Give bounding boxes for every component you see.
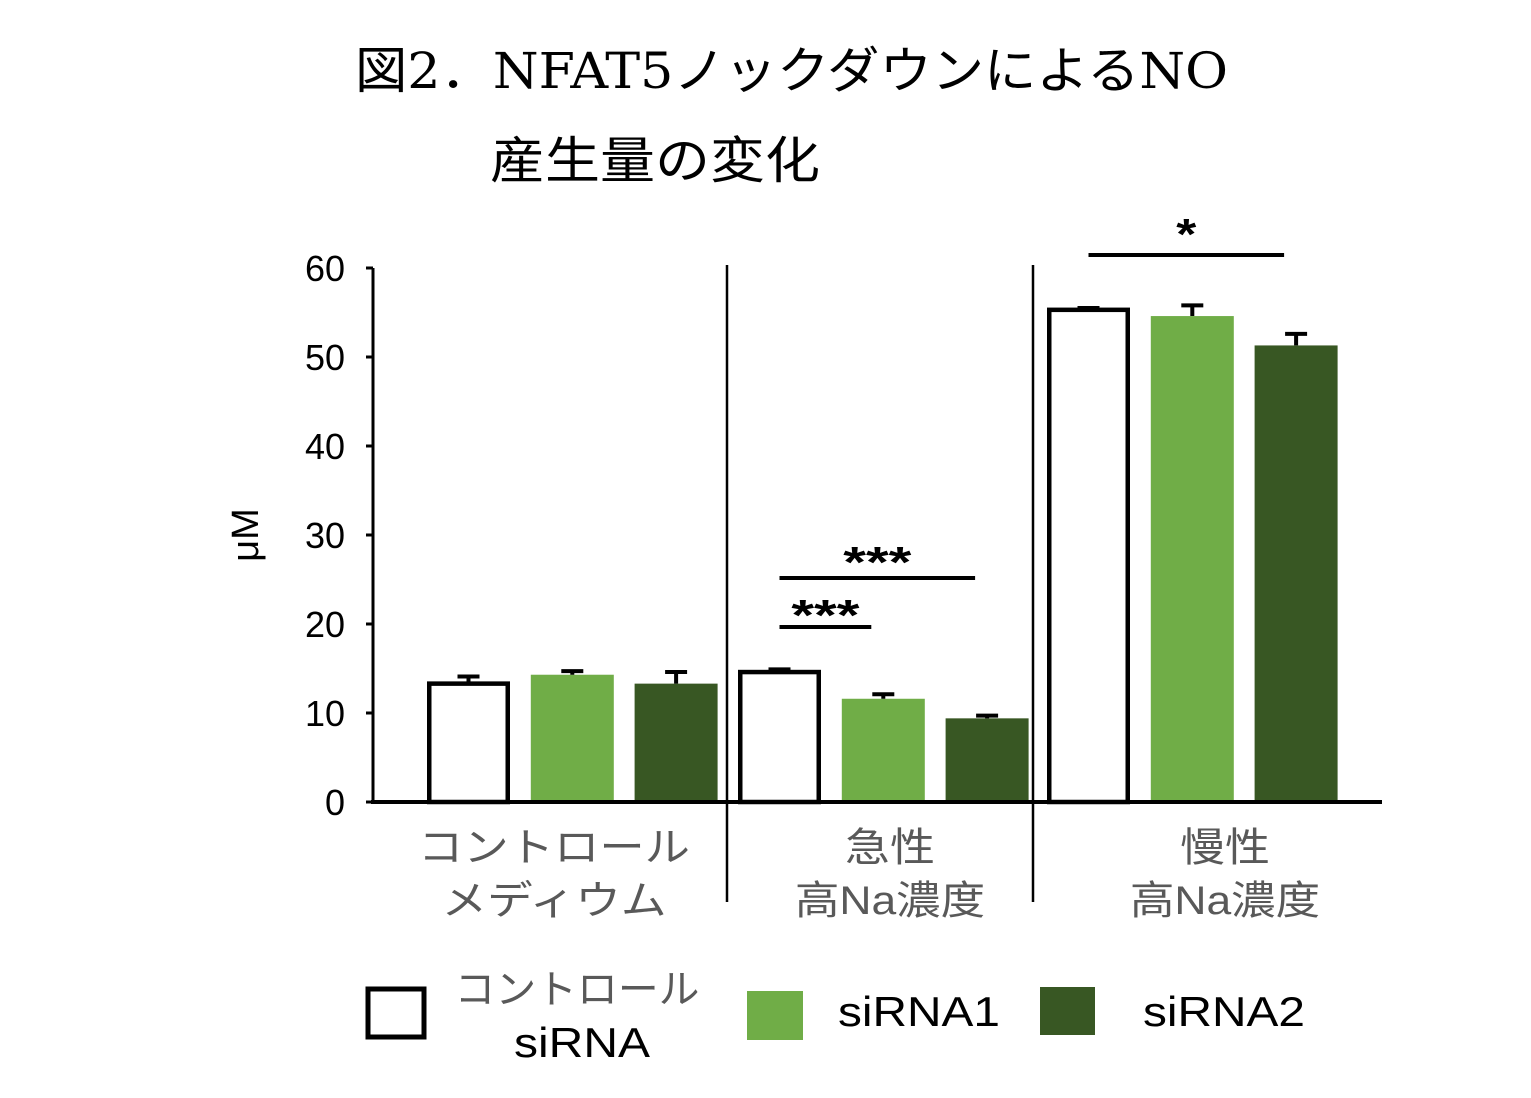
error-bar-group2-series3 xyxy=(976,713,999,719)
bar-group2-series1 xyxy=(738,669,821,805)
error-bar-group2-series2 xyxy=(872,692,895,699)
category-label-3-line-1: 慢性 xyxy=(1180,826,1270,870)
legend-item-sirna1: siRNA1 xyxy=(747,988,1000,1040)
y-tick-label-40: 40 xyxy=(305,426,345,467)
legend-label-control-sirna-line-1: コントロール xyxy=(455,968,700,1012)
legend-item-control-sirna: コントロール siRNA xyxy=(365,968,700,1066)
y-tick-label-60: 60 xyxy=(305,248,345,289)
y-tick-label-50: 50 xyxy=(305,337,345,378)
chart-title-line-2: 産生量の変化 xyxy=(490,133,820,189)
error-bar-group3-series1 xyxy=(1077,306,1100,311)
significance-label-2: *** xyxy=(843,538,912,587)
category-label-3-line-2: 高Na濃度 xyxy=(1130,879,1320,923)
error-bar-group1-series3 xyxy=(665,670,688,684)
bar-group3-series3 xyxy=(1254,345,1338,802)
error-bar-group1-series2 xyxy=(561,669,584,675)
significance-label-3: * xyxy=(1176,210,1197,259)
y-tick-label-0: 0 xyxy=(325,782,345,823)
bar-group1-series2 xyxy=(530,674,614,802)
category-label-2-line-1: 急性 xyxy=(845,826,935,870)
bar-group2-series2 xyxy=(841,698,925,802)
error-bar-group2-series1 xyxy=(768,667,791,673)
bar-group1-series3 xyxy=(634,683,718,802)
plot-area: 0102030405060コントロールメディウム急性高Na濃度慢性高Na濃度**… xyxy=(305,210,1382,923)
chart-title-line-1: 図2．NFAT5ノックダウンによるNO xyxy=(355,42,1228,100)
category-label-1-line-1: コントロール xyxy=(418,826,690,870)
legend-label-sirna2: siRNA2 xyxy=(1143,988,1305,1035)
bar-group1-series1 xyxy=(427,681,510,805)
bar-group2-series3 xyxy=(945,718,1029,802)
y-axis-label: μM xyxy=(225,508,267,562)
category-label-2-line-2: 高Na濃度 xyxy=(795,879,985,923)
bar-group3-series2 xyxy=(1150,316,1234,802)
significance-label-1: *** xyxy=(791,591,860,640)
legend-item-sirna2: siRNA2 xyxy=(1040,987,1305,1035)
bar-group3-series1 xyxy=(1047,307,1130,805)
error-bar-group3-series3 xyxy=(1285,331,1308,346)
error-bar-group3-series2 xyxy=(1181,303,1204,317)
legend-label-control-sirna-line-2: siRNA xyxy=(514,1019,650,1066)
legend-swatch-control-sirna xyxy=(365,986,427,1040)
category-label-1-line-2: メディウム xyxy=(442,879,667,923)
legend-swatch-sirna2 xyxy=(1040,987,1095,1035)
error-bar-group1-series1 xyxy=(457,674,480,684)
legend: コントロール siRNA siRNA1 siRNA2 xyxy=(365,968,1305,1066)
y-tick-label-30: 30 xyxy=(305,515,345,556)
y-tick-label-10: 10 xyxy=(305,693,345,734)
legend-label-sirna1: siRNA1 xyxy=(838,988,1000,1035)
y-tick-label-20: 20 xyxy=(305,604,345,645)
legend-swatch-sirna1 xyxy=(747,991,803,1040)
